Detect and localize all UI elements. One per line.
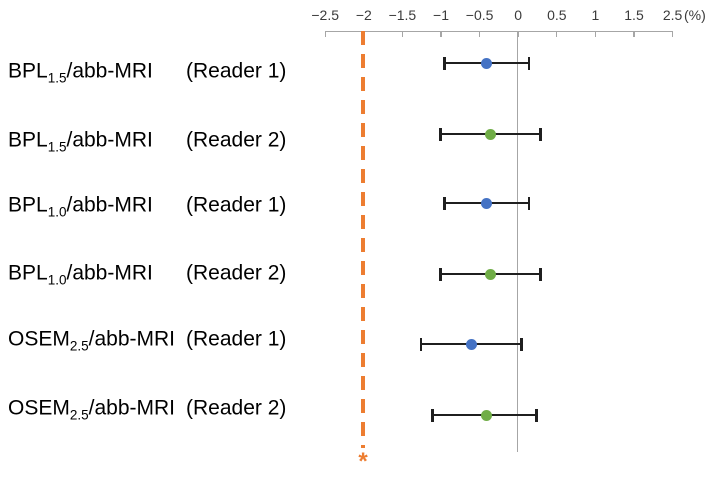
row-label-reader: (Reader 1) (186, 193, 287, 217)
reference-line-asterisk: * (358, 448, 368, 475)
row-label-reader: (Reader 1) (186, 327, 287, 351)
row-label-method: BPL1.0/abb-MRI (8, 193, 153, 220)
zero-reference-line (516, 31, 519, 452)
mean-dot (484, 128, 496, 140)
row-label-reader: (Reader 2) (186, 261, 287, 285)
x-axis-tick (478, 31, 481, 37)
x-axis-tick-label: −0.5 (465, 7, 494, 23)
mean-dot (481, 57, 493, 69)
ci-cap-low (438, 267, 442, 281)
x-axis-tick-label: 2.5 (662, 7, 683, 23)
ci-cap-high (539, 127, 543, 141)
x-axis-tick-label: −1 (433, 7, 449, 23)
ci-cap-low (442, 56, 446, 70)
row-label-reader: (Reader 2) (186, 128, 287, 152)
x-axis-tick-label: 1 (591, 7, 600, 23)
x-axis-tick (324, 31, 326, 37)
ci-cap-high (527, 196, 531, 210)
row-label-reader: (Reader 1) (186, 59, 287, 83)
row-label-method: BPL1.5/abb-MRI (8, 128, 153, 155)
ci-cap-low (442, 196, 446, 210)
row-label: BPL1.5/abb-MRI (Reader 1) (8, 59, 286, 92)
x-axis-tick (401, 31, 404, 37)
x-axis-unit-label: (%) (684, 7, 706, 23)
ci-cap-high (519, 337, 523, 351)
ci-cap-high (535, 408, 539, 422)
row-label-method: OSEM2.5/abb-MRI (8, 396, 175, 423)
x-axis-tick-label: −2.5 (311, 7, 340, 23)
x-axis-tick (517, 31, 519, 37)
x-axis-line (324, 31, 674, 33)
x-axis-tick-label: 0 (514, 7, 523, 23)
mean-dot (481, 197, 493, 209)
row-label-reader: (Reader 2) (186, 396, 287, 420)
x-axis-tick (633, 31, 635, 37)
ci-cap-low (431, 408, 434, 422)
row-label-method: BPL1.0/abb-MRI (8, 261, 153, 288)
ci-cap-low (419, 337, 423, 351)
row-label: OSEM2.5/abb-MRI (Reader 2) (8, 396, 286, 429)
row-label: BPL1.0/abb-MRI (Reader 2) (8, 261, 286, 294)
ci-cap-low (438, 127, 442, 141)
ci-cap-high (539, 267, 543, 281)
row-label: BPL1.5/abb-MRI (Reader 2) (8, 128, 286, 161)
x-axis-tick-label: 1.5 (624, 7, 644, 23)
ci-cap-high (527, 56, 531, 70)
mean-dot (484, 268, 496, 280)
x-axis-tick (556, 31, 558, 37)
x-axis-tick (594, 31, 597, 37)
x-axis-tick-label: 0.5 (547, 7, 567, 23)
row-label-method: OSEM2.5/abb-MRI (8, 327, 175, 354)
x-axis-tick-label: −1.5 (388, 7, 417, 23)
mean-dot (481, 409, 493, 421)
dashed-reference-line-minus2 (361, 31, 365, 448)
row-label-method: BPL1.5/abb-MRI (8, 59, 153, 86)
row-label: BPL1.0/abb-MRI (Reader 1) (8, 193, 286, 226)
x-axis-tick-label: −2 (355, 7, 372, 23)
mean-dot (465, 338, 477, 350)
x-axis-tick (440, 31, 442, 37)
x-axis-tick (671, 31, 674, 37)
row-label: OSEM2.5/abb-MRI (Reader 1) (8, 327, 286, 360)
